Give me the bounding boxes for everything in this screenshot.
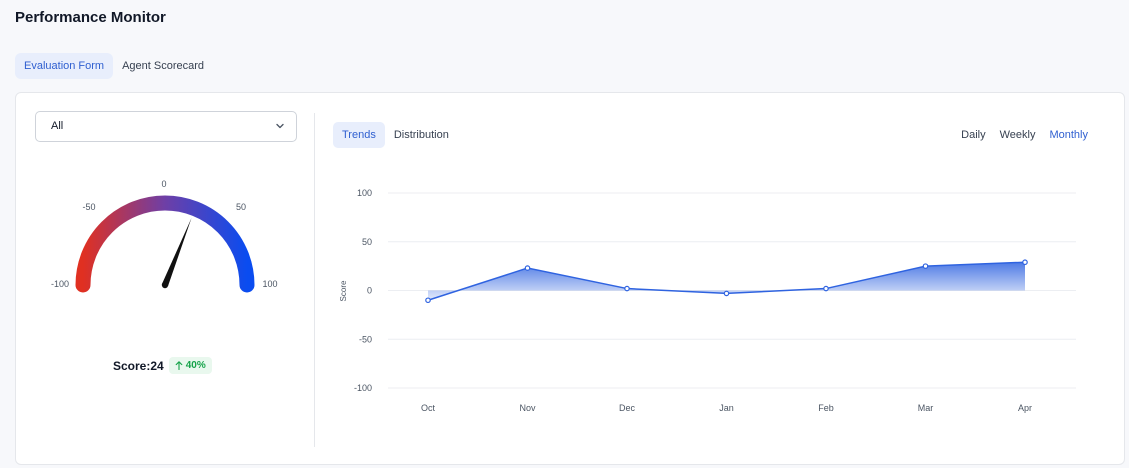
period-monthly[interactable]: Monthly — [1049, 129, 1088, 141]
period-daily[interactable]: Daily — [961, 129, 986, 141]
chevron-down-icon — [276, 123, 284, 129]
filter-select-value: All — [51, 120, 64, 132]
data-point[interactable] — [823, 285, 829, 292]
gauge-tick-label: 0 — [161, 179, 166, 189]
x-tick-label: Oct — [421, 403, 436, 413]
x-tick-label: Mar — [918, 403, 934, 413]
tab-agent-scorecard[interactable]: Agent Scorecard — [122, 60, 205, 72]
y-tick-label: 100 — [357, 188, 372, 198]
x-tick-label: Dec — [619, 403, 636, 413]
gauge-arc — [75, 195, 255, 293]
panel-divider — [314, 113, 315, 447]
score-change-value: 40% — [185, 360, 206, 371]
x-tick-label: Apr — [1018, 403, 1032, 413]
tab-trends[interactable]: Trends — [333, 122, 385, 148]
view-tabs: Trends Distribution — [333, 122, 458, 148]
gauge-tick-label: 100 — [262, 279, 277, 289]
x-tick-label: Feb — [818, 403, 834, 413]
y-tick-label: -100 — [354, 383, 372, 393]
score-summary: Score:24 40% — [113, 357, 212, 374]
arrow-up-icon — [175, 361, 183, 370]
gauge-needle-hub — [161, 281, 169, 289]
data-point[interactable] — [425, 297, 431, 304]
main-tabs: Evaluation Form Agent Scorecard — [15, 53, 213, 79]
y-axis-label: Score — [339, 280, 348, 301]
y-tick-label: 50 — [362, 237, 372, 247]
gauge-tick-label: -100 — [51, 279, 69, 289]
performance-card: All -100 -50 0 50 100 Score:24 40% — [15, 92, 1125, 465]
data-point[interactable] — [1022, 259, 1028, 266]
data-point[interactable] — [524, 265, 531, 271]
score-change-badge: 40% — [168, 357, 212, 374]
data-point[interactable] — [624, 285, 630, 292]
data-point[interactable] — [723, 290, 730, 297]
data-point[interactable] — [922, 263, 929, 269]
period-weekly[interactable]: Weekly — [999, 129, 1036, 141]
tab-evaluation-form[interactable]: Evaluation Form — [15, 53, 114, 79]
trend-chart: Score 100 50 0 -50 -100 Oct Nov Dec Jan Feb Mar Apr — [339, 188, 1076, 413]
tab-distribution[interactable]: Distribution — [393, 129, 449, 141]
gauge-tick-label: 50 — [236, 202, 246, 212]
score-value: Score:24 — [113, 358, 164, 373]
filter-select[interactable]: All — [35, 111, 297, 142]
y-tick-label: -50 — [359, 334, 372, 344]
period-tabs: Daily Weekly Monthly — [957, 122, 1092, 148]
x-tick-label: Jan — [719, 403, 734, 413]
gauge-tick-label: -50 — [82, 202, 95, 212]
score-gauge: -100 -50 0 50 100 — [51, 179, 278, 293]
page-title: Performance Monitor — [15, 9, 166, 26]
x-tick-label: Nov — [519, 403, 536, 413]
y-tick-label: 0 — [367, 286, 372, 296]
gauge-needle — [162, 218, 192, 287]
